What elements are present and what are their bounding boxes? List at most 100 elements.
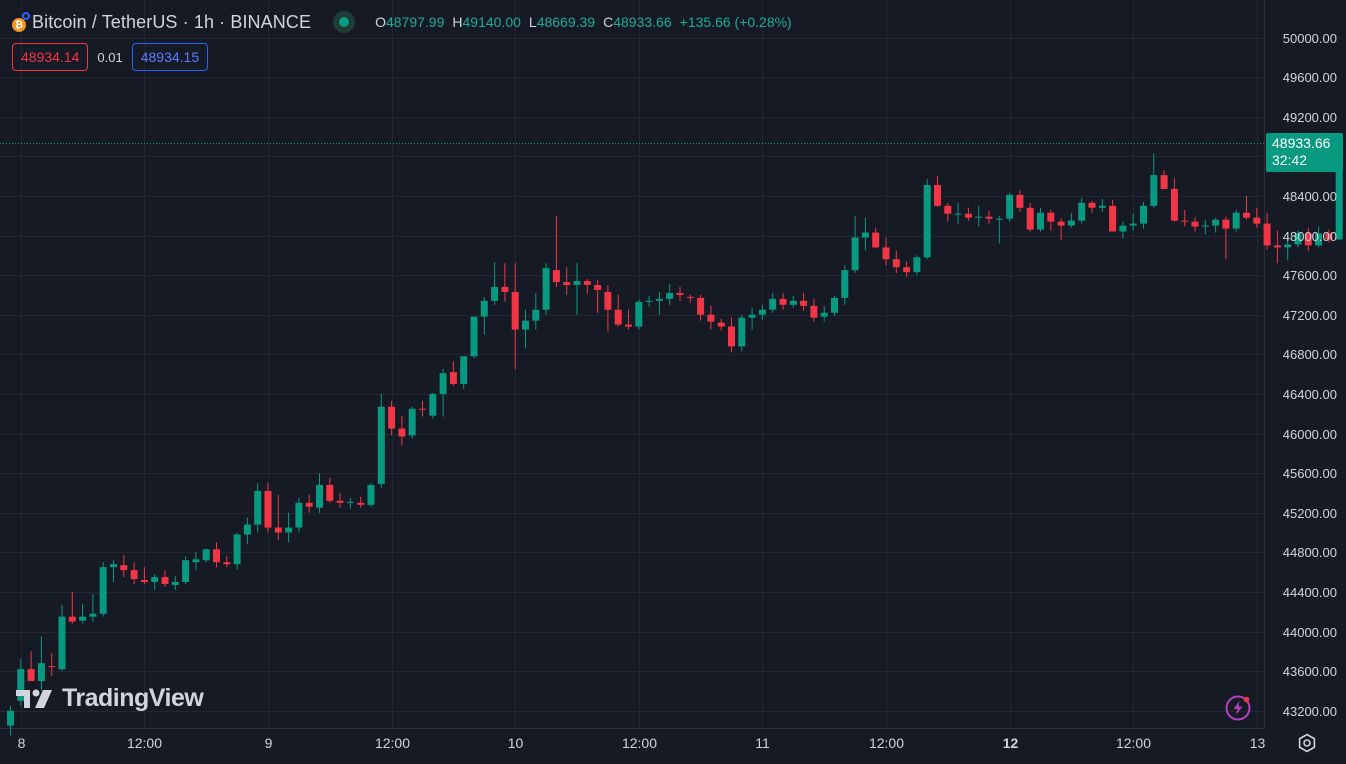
sell-price-button[interactable]: 48934.14 [12,43,89,71]
candle-down [1273,230,1281,264]
tradingview-logo[interactable]: TradingView [16,684,204,713]
time-tick-label: 12:00 [869,735,904,751]
candle-body [491,286,499,301]
candle-up [1140,201,1147,229]
candle-up [913,255,921,276]
time-axis: 8 12:00 9 12:00 10 12:00 11 12:00 12 12:00 13 [18,735,1266,751]
candle-body [1222,219,1230,229]
candle-body [501,286,509,292]
candle-body [841,270,849,298]
candle-body [264,490,272,528]
candle-body [954,213,962,215]
candle-up [1150,153,1158,208]
candle-body [1047,212,1055,222]
candle-body [913,257,921,273]
candle-body [1191,221,1199,227]
time-tick-label: 12:00 [1116,735,1151,751]
candle-up [17,659,25,706]
candle-up [1119,221,1127,239]
candle-up [1098,198,1106,212]
last-price-value: 48933.66 [1272,135,1331,151]
candle-up [7,705,14,736]
time-tick-label: 8 [18,735,26,751]
open-label: O [375,14,386,30]
price-tick-label: 47200.00 [1283,308,1337,323]
candle-body [748,314,756,318]
candle-up [79,603,87,624]
candle-up [491,262,499,305]
candle-body [1294,233,1302,245]
candle-body [522,320,529,330]
candle-body [666,292,674,299]
candle-body [1284,244,1292,248]
spread-value: 0.01 [97,49,123,65]
candle-body [151,577,159,582]
candle-body [171,582,179,585]
candle-up [295,497,303,533]
candle-body [820,312,828,317]
candle-down [934,176,941,207]
candle-up [1006,192,1014,222]
candle-body [223,562,231,565]
symbol-title[interactable]: Bitcoin / TetherUS · 1h · BINANCE [32,11,312,32]
candle-body [542,268,550,310]
candle-body [789,300,797,305]
candle-body [583,281,591,285]
candle-down [419,400,426,417]
candle-up [460,356,468,389]
candle-body [130,570,138,580]
candle-body [99,567,107,614]
candle-body [1119,225,1127,232]
time-tick-label: 12:00 [127,735,162,751]
candle-down [707,305,715,330]
candle-body [594,285,602,290]
lightning-icon[interactable] [1225,695,1251,721]
candle-down [1057,218,1065,241]
candle-up [58,604,66,672]
candle-body [934,185,941,206]
candle-body [861,232,869,238]
candle-up [789,295,797,308]
candle-down [1191,217,1199,232]
low-value: 48669.39 [536,14,596,30]
candle-up [748,307,756,330]
candle-down [68,591,76,624]
candle-body [892,259,900,268]
candle-down [27,651,35,681]
candle-body [738,317,746,347]
candle-down [614,294,622,327]
candle-body [882,247,890,260]
candle-up [1067,212,1075,228]
candle-body [1160,175,1168,189]
candle-up [367,483,375,507]
candle-down [1160,170,1168,189]
candle-body [573,281,581,285]
candle-up [573,263,581,315]
candle-up [542,263,550,315]
gear-icon[interactable] [1297,733,1317,753]
candle-body [1150,175,1158,206]
candle-body [800,300,808,306]
candle-up [841,265,849,305]
candle-body [285,527,293,533]
buy-price-button[interactable]: 48934.15 [131,43,209,71]
candle-body [995,218,1003,220]
candle-up [995,215,1003,244]
candle-down [1047,209,1055,231]
candle-down [511,263,519,370]
close-value: 48933.66 [613,14,672,30]
candle-body [625,324,632,327]
candle-up [316,473,323,513]
candle-down [552,215,560,287]
candle-down [264,483,272,533]
candle-body [305,502,313,507]
bitcoin-icon: ₿ [12,12,30,32]
candle-body [872,232,880,248]
candle-up [429,392,437,419]
candle-body [367,484,375,505]
price-row: 48934.14 0.01 48934.15 [12,43,209,71]
candle-up [831,295,838,316]
candle-up [1294,230,1302,248]
candle-body [1253,217,1261,224]
